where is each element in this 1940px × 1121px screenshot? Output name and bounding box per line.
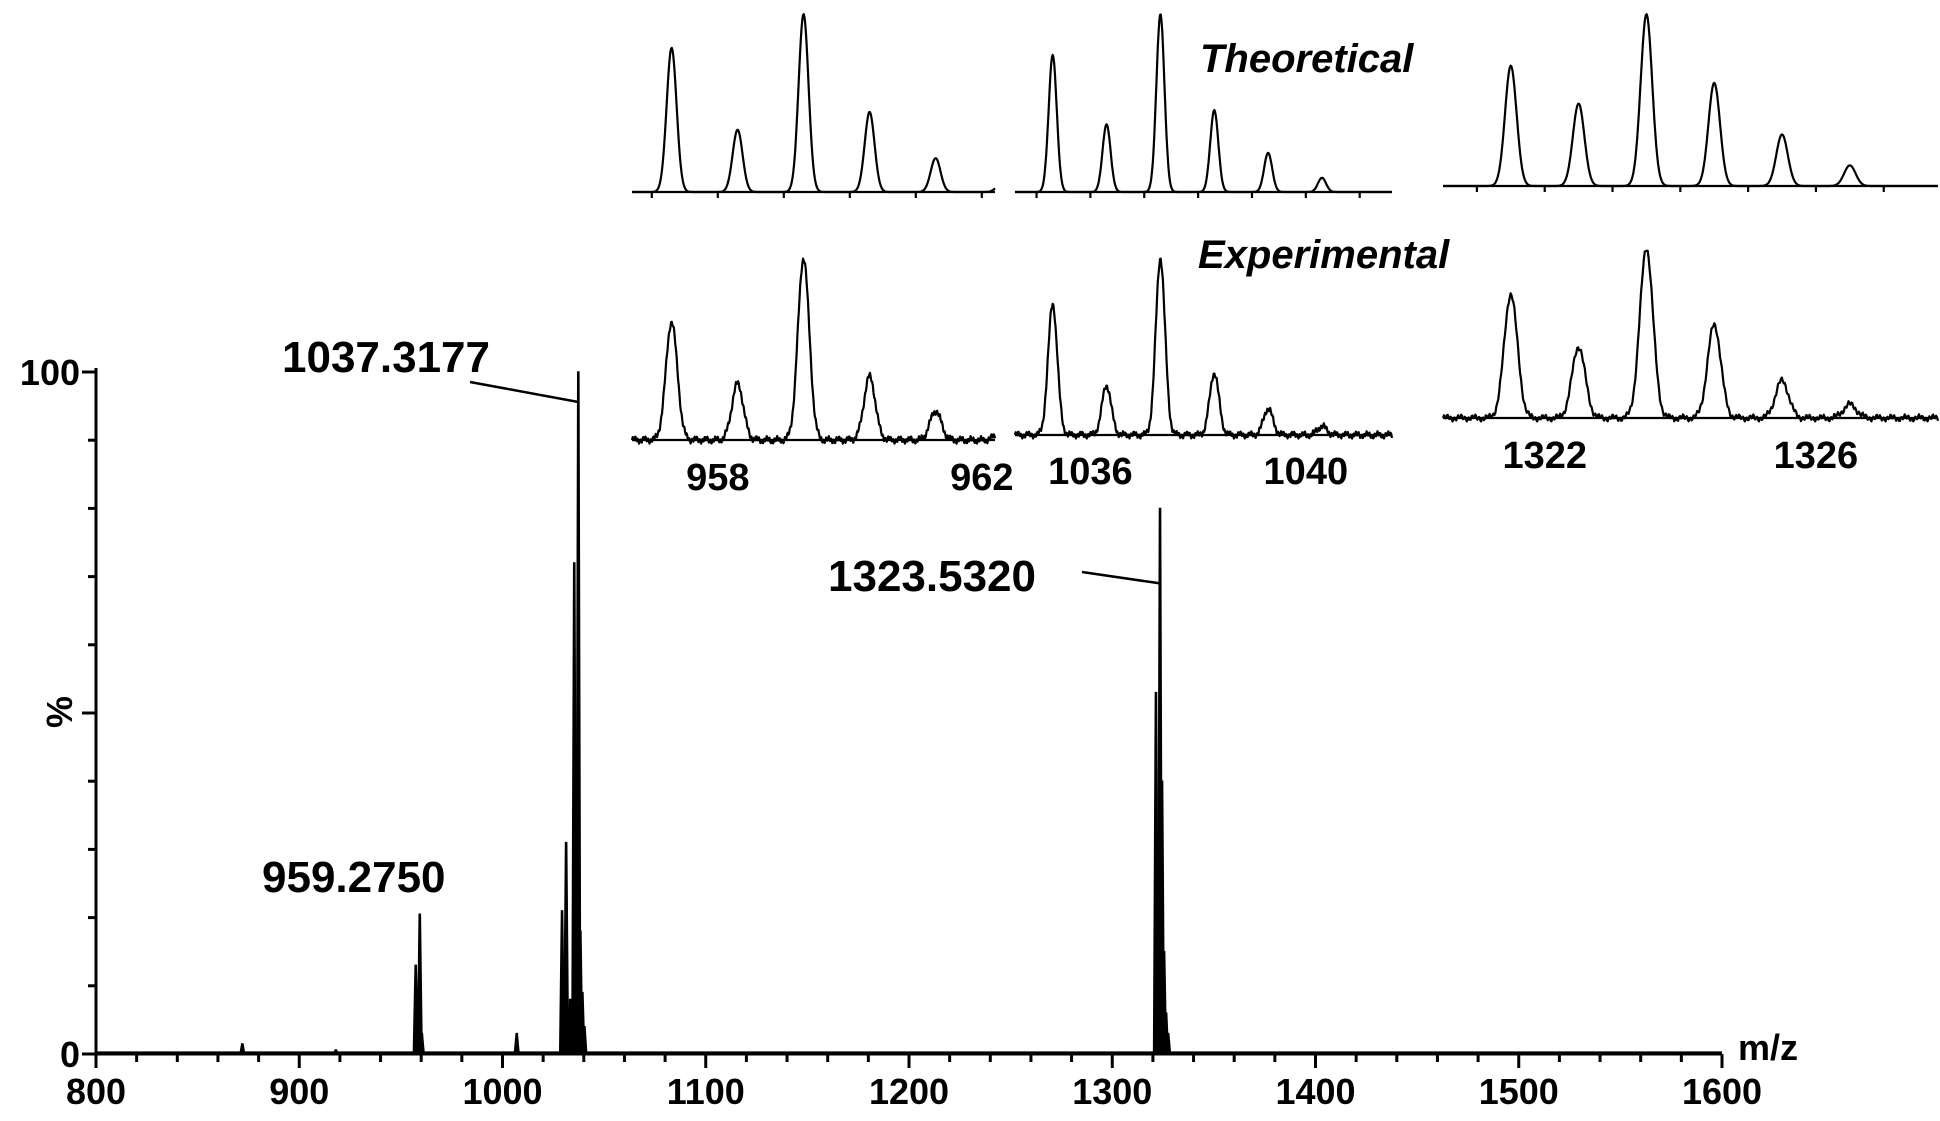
experimental-isotope-profile [1441, 249, 1940, 423]
inset-tick-label: 1036 [1048, 451, 1133, 493]
x-tick-label: 1500 [1479, 1071, 1559, 1112]
spectrum-peak [571, 562, 578, 1055]
x-tick-label: 1000 [462, 1071, 542, 1112]
y-tick-label: 100 [20, 352, 80, 393]
isotope-insets: 958 962 1036 1040 1322 1326 [630, 13, 1940, 499]
theoretical-isotope-profile [1442, 13, 1939, 188]
x-axis-title: m/z [1738, 1027, 1798, 1068]
inset-tick-label: 1040 [1264, 451, 1349, 493]
inset-tick-label: 962 [950, 457, 1013, 499]
x-tick-label: 800 [66, 1071, 126, 1112]
main-labels: 1037.3177 959.2750 1323.5320 [262, 333, 1161, 902]
y-tick-label: 0 [60, 1034, 80, 1075]
theoretical-isotope-profile [1014, 13, 1393, 194]
theoretical-label: Theoretical [1200, 37, 1414, 81]
x-tick-label: 1100 [667, 1071, 745, 1112]
y-axis-title: % [39, 696, 80, 728]
spectrum-peak [239, 1043, 246, 1055]
theoretical-isotope-profile [631, 13, 996, 194]
x-tick-label: 1200 [869, 1071, 949, 1112]
inset-group: 1322 1326 [1441, 13, 1940, 477]
spectrum-peak [581, 1026, 588, 1055]
x-tick-label: 1300 [1072, 1071, 1152, 1112]
spectrum-peak [412, 964, 419, 1055]
spectrum-peak [418, 1032, 425, 1055]
x-tick-label: 1600 [1682, 1071, 1762, 1112]
experimental-isotope-profile [1013, 257, 1394, 440]
experimental-isotope-profile [630, 257, 997, 445]
inset-group: 958 962 [630, 13, 1014, 499]
peak-label: 1323.5320 [828, 552, 1036, 601]
experimental-label: Experimental [1198, 233, 1450, 277]
main-spectrum [96, 371, 1722, 1055]
spectrum-peak [513, 1032, 520, 1055]
spectrum-peak [332, 1049, 340, 1055]
spectrum-peak [563, 841, 570, 1055]
main-axes: 800 900 1000 1100 1200 1300 1400 1500 1600 0 100 [20, 352, 1762, 1112]
peak-leader-line [469, 380, 579, 404]
x-tick-label: 1400 [1275, 1071, 1355, 1112]
inset-tick-label: 958 [686, 457, 749, 499]
peak-leader-line [1081, 570, 1161, 585]
inset-tick-label: 1326 [1774, 435, 1859, 477]
inset-group: 1036 1040 [1013, 13, 1394, 493]
x-tick-label: 900 [269, 1071, 329, 1112]
inset-tick-label: 1322 [1502, 435, 1587, 477]
spectrum-peak [558, 910, 566, 1055]
spectrum-peak [1164, 1032, 1172, 1055]
peak-label: 959.2750 [262, 853, 446, 902]
spectrum-peak [1152, 691, 1160, 1055]
peak-label: 1037.3177 [282, 333, 490, 382]
